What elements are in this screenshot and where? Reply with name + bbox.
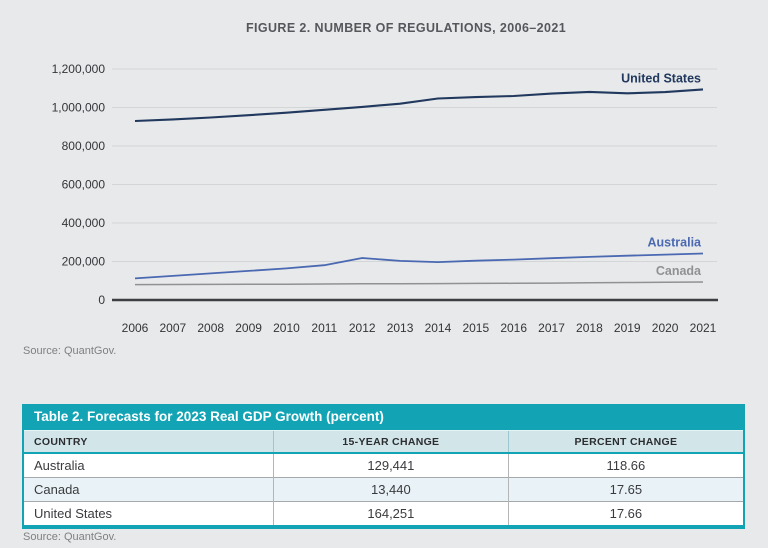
x-axis-tick-label: 2017 [538, 321, 565, 335]
table-cell: 17.65 [507, 477, 743, 502]
gdp-data-table: COUNTRY 15-YEAR CHANGE PERCENT CHANGE Aust… [24, 431, 743, 525]
chart-source-note: Source: QuantGov. [23, 345, 117, 357]
regulations-line-chart: 0 200,000 400,000 600,000 800,000 1,000,000 1,… [52, 62, 718, 335]
y-axis-tick-label: 200,000 [62, 255, 106, 269]
x-axis-tick-label: 2016 [500, 321, 527, 335]
table-title: Table 2. Forecasts for 2023 Real GDP Gro… [24, 404, 743, 431]
x-axis-tick-label: 2019 [614, 321, 641, 335]
table-cell: 17.66 [507, 501, 743, 525]
series-label: Australia [648, 236, 703, 250]
y-axis-tick-label: 1,200,000 [52, 62, 106, 76]
x-axis-tick-label: 2021 [690, 321, 717, 335]
table-cell: 164,251 [273, 501, 509, 525]
table-cell: 13,440 [273, 477, 509, 502]
table-column-header: PERCENT CHANGE [507, 431, 743, 454]
gdp-table: Table 2. Forecasts for 2023 Real GDP Gro… [22, 404, 745, 529]
table-row: Australia 129,441 118.66 [24, 452, 743, 478]
table-row: Canada 13,440 17.65 [24, 477, 743, 502]
y-axis-tick-label: 1,000,000 [52, 101, 106, 115]
x-axis-tick-label: 2015 [462, 321, 489, 335]
y-axis-tick-label: 400,000 [62, 216, 106, 230]
table-header: COUNTRY 15-YEAR CHANGE PERCENT CHANGE [24, 431, 743, 454]
figure-title: FIGURE 2. NUMBER OF REGULATIONS, 2006–20… [245, 21, 567, 35]
y-axis-tick-label: 800,000 [62, 139, 106, 153]
series-label: United States [621, 71, 701, 85]
table-column-header: COUNTRY [24, 431, 274, 454]
x-axis-tick-label: 2007 [160, 321, 187, 335]
table-cell: Canada [24, 477, 274, 502]
table-row: United States 164,251 17.66 [24, 501, 743, 525]
x-axis-tick-label: 2009 [235, 321, 262, 335]
y-axis-tick-label: 600,000 [62, 178, 106, 192]
x-axis-tick-label: 2012 [349, 321, 376, 335]
x-axis-tick-label: 2013 [387, 321, 414, 335]
x-axis-tick-label: 2020 [652, 321, 679, 335]
y-axis-tick-label: 0 [98, 293, 105, 307]
table-cell: United States [24, 501, 274, 525]
x-axis-tick-label: 2014 [425, 321, 452, 335]
series-line [134, 252, 704, 280]
table-column-header: 15-YEAR CHANGE [273, 431, 509, 454]
series-line [134, 281, 704, 286]
x-axis-tick-label: 2006 [122, 321, 149, 335]
x-axis-tick-label: 2018 [576, 321, 603, 335]
table-cell: 129,441 [273, 452, 509, 478]
table-cell: 118.66 [507, 452, 743, 478]
x-axis-tick-label: 2011 [311, 321, 337, 335]
x-axis-tick-label: 2010 [273, 321, 300, 335]
series-line [134, 88, 704, 123]
x-axis-tick-label: 2008 [197, 321, 224, 335]
table-source-note: Source: QuantGov. [23, 531, 117, 543]
series-label: Canada [656, 264, 702, 278]
table-cell: Australia [24, 452, 274, 478]
